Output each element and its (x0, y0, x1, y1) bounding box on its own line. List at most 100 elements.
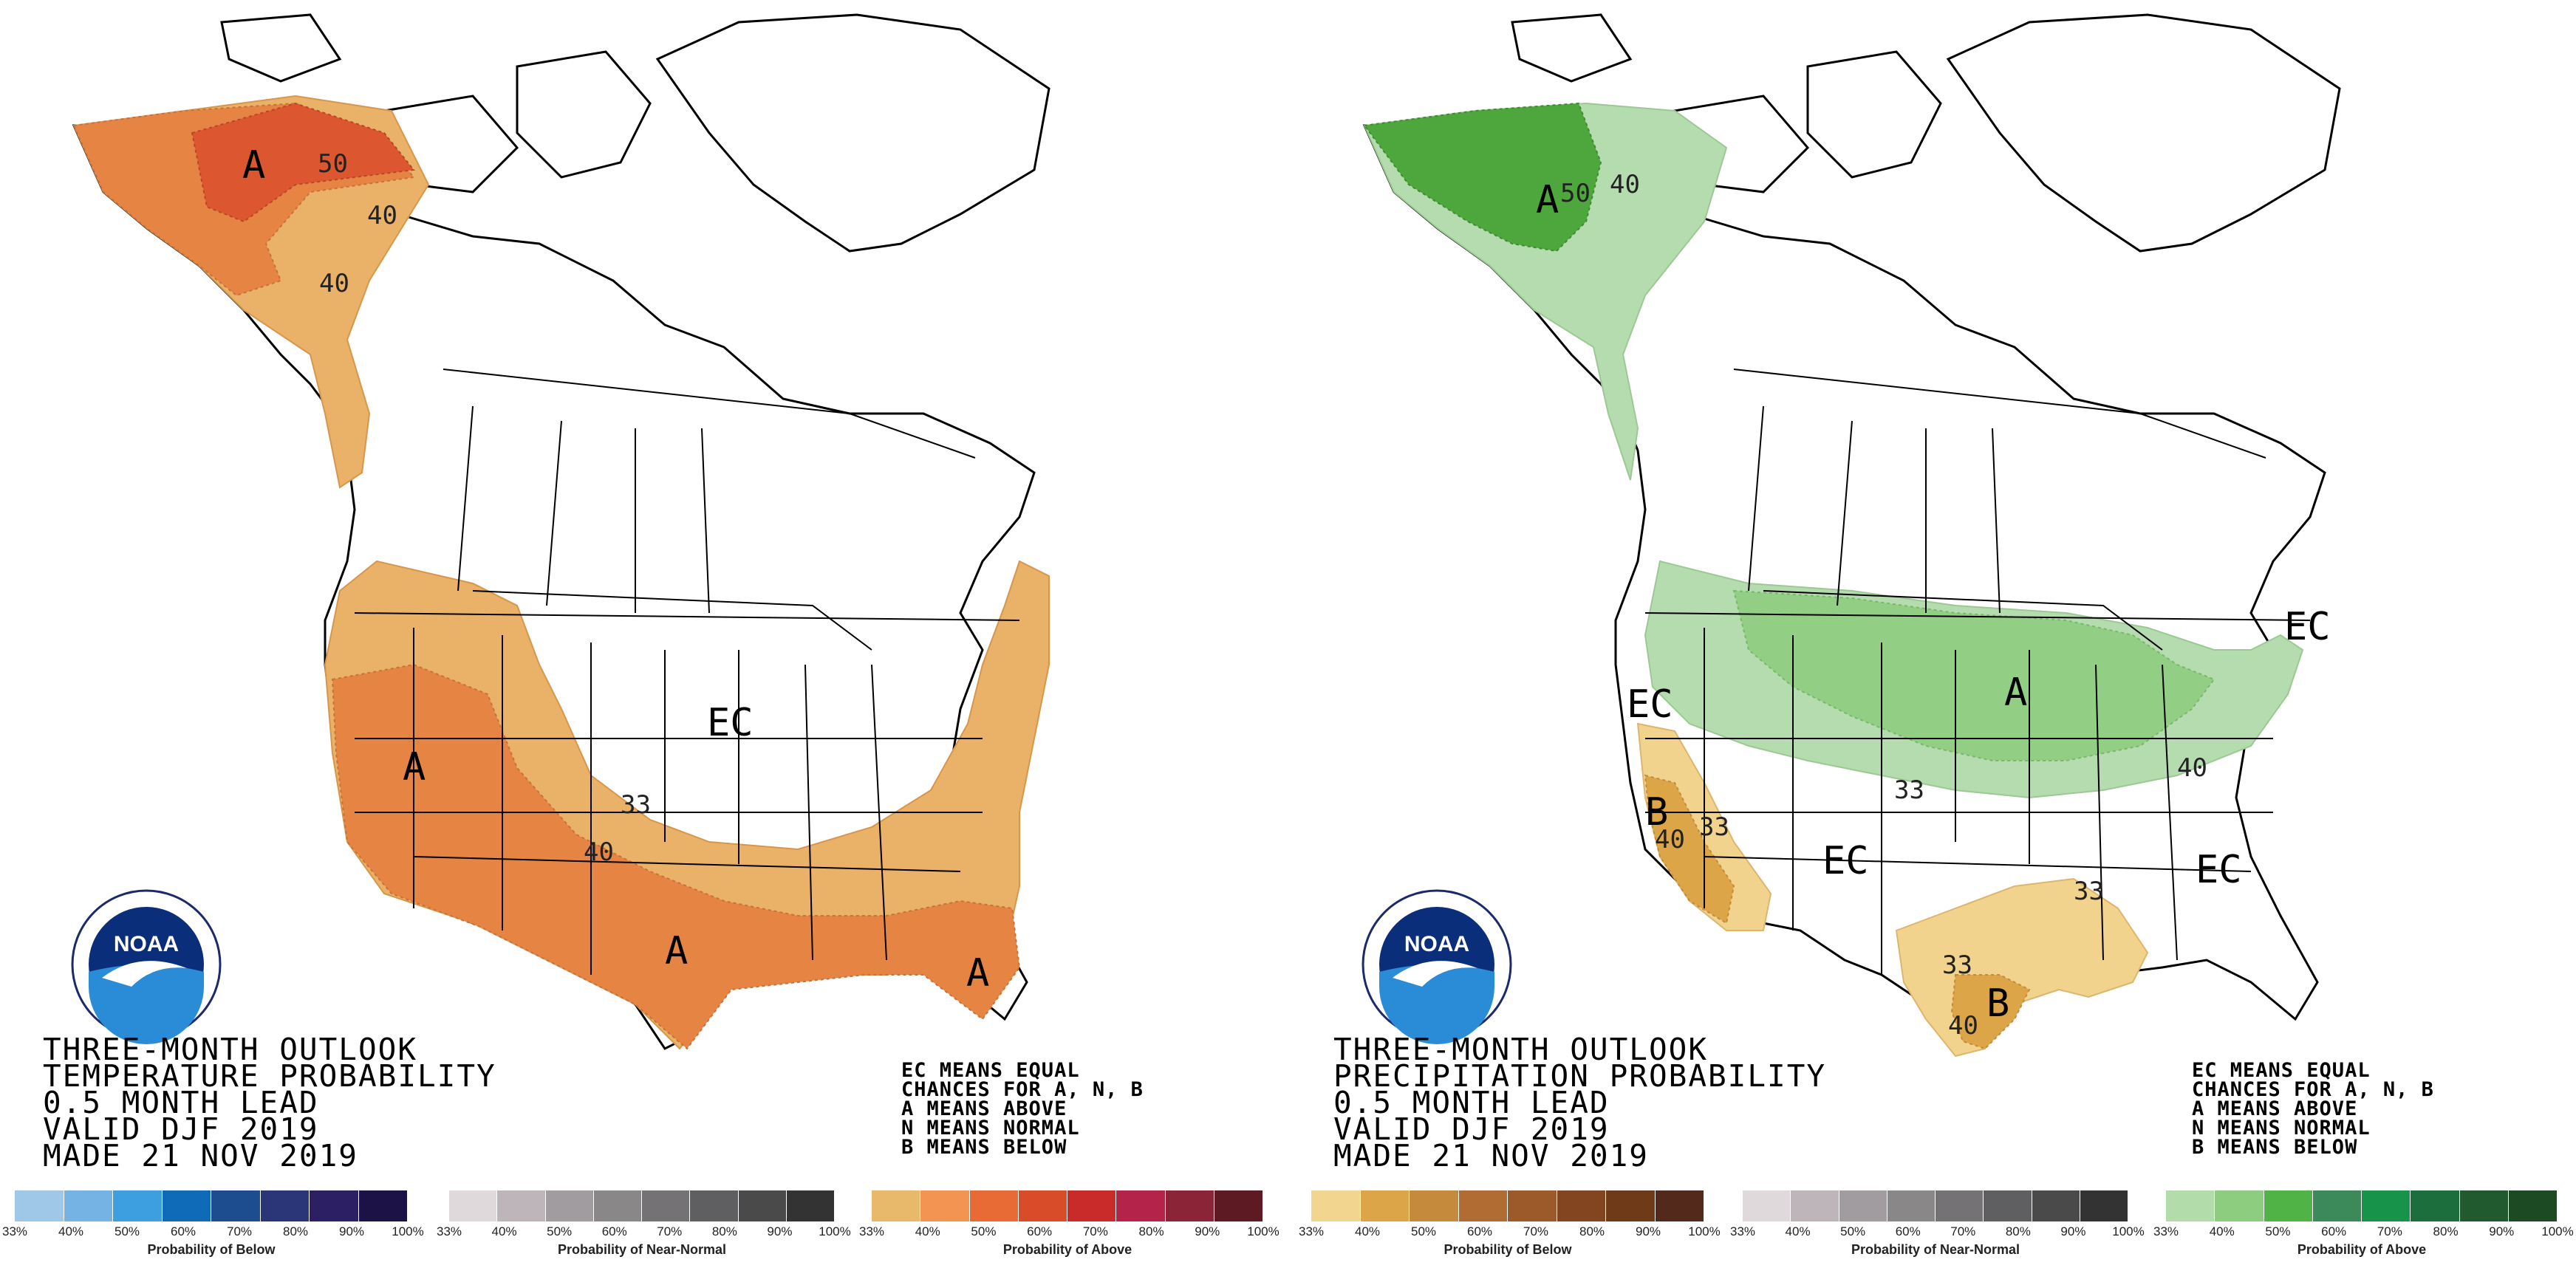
scale-color-bar (1743, 1190, 2128, 1221)
scale-title: Probability of Near-Normal (557, 1242, 727, 1257)
scale-color-bar (15, 1190, 408, 1221)
scale-color-segment (1458, 1190, 1508, 1221)
ec-legend-note: EC MEANS EQUAL CHANCES FOR A, N, B A MEA… (2192, 1059, 2434, 1159)
political-boundaries (354, 369, 1020, 975)
scale-color-segment (1743, 1190, 1791, 1221)
scale-tick-label: 33% (1, 1224, 28, 1238)
scale-tick-label: 90% (1635, 1224, 1661, 1238)
contour-label-ca-40: 40 (1655, 825, 1685, 854)
scale-color-segment (2215, 1190, 2264, 1221)
scale-above: 33% 40% 50% 60% 70% 80% 90% 100% Probability of … (859, 1190, 1280, 1264)
scale-tick-label: 70% (657, 1224, 683, 1238)
scale-color-segment (593, 1190, 642, 1221)
scale-color-segment (1311, 1190, 1361, 1221)
scale-color-segment (1067, 1190, 1117, 1221)
legend-note-line: EC MEANS EQUAL (2192, 1059, 2371, 1082)
label-california-b: B (1645, 790, 1669, 835)
title-line: THREE-MONTH OUTLOOK (1333, 1032, 1708, 1067)
contour-label-ca-33: 33 (1699, 812, 1729, 842)
scale-color-segment (310, 1190, 359, 1221)
scale-color-segment (786, 1190, 835, 1221)
legend-note-line: EC MEANS EQUAL (901, 1059, 1080, 1082)
scale-color-segment (1655, 1190, 1704, 1221)
noaa-emblem (68, 886, 225, 1043)
scale-tick-label: 60% (170, 1224, 197, 1238)
scale-color-segment (690, 1190, 739, 1221)
contour-label-co-33: 33 (621, 790, 651, 820)
scale-title: Probability of Below (1444, 1242, 1572, 1257)
scale-tick-label: 100% (819, 1224, 851, 1238)
legend-note-line: N MEANS NORMAL (2192, 1117, 2371, 1140)
above-50-alaska-area (191, 102, 415, 223)
scale-above: 33% 40% 50% 60% 70% 80% 90% 100% Probability of … (2153, 1190, 2574, 1264)
scale-below: 33% 40% 50% 60% 70% 80% 90% 100% Probability of … (2, 1190, 424, 1264)
scale-tick-label: 70% (2377, 1224, 2402, 1238)
scale-tick-labels: 33% 40% 50% 60% 70% 80% 90% 100% (1730, 1224, 2145, 1242)
scale-color-segment (2411, 1190, 2460, 1221)
contour-label-nm-40: 40 (584, 837, 614, 867)
temperature-outlook-map: NOAA (71, 13, 1050, 1050)
scale-color-segment (497, 1190, 546, 1221)
political-boundaries (1644, 369, 2311, 975)
label-southeast-ec: EC (2196, 848, 2242, 892)
title-line: MADE 21 NOV 2019 (1333, 1138, 1649, 1173)
scale-color-segment (2166, 1190, 2215, 1221)
scale-color-segment (1557, 1190, 1606, 1221)
scale-color-segment (1165, 1190, 1214, 1221)
above-40-southwest-area (331, 663, 1021, 1050)
scale-color-segment (1360, 1190, 1410, 1221)
scale-color-segment (545, 1190, 594, 1221)
scale-tick-label: 80% (711, 1224, 737, 1238)
scale-color-segment (1508, 1190, 1557, 1221)
probability-color-scales: 33% 40% 50% 60% 70% 80% 90% 100% Probability of … (0, 1190, 1285, 1268)
scale-tick-label: 70% (1082, 1224, 1108, 1238)
scale-color-segment (1839, 1190, 1887, 1221)
scale-color-segment (2080, 1190, 2128, 1221)
scale-tick-label: 40% (2209, 1224, 2235, 1238)
label-west-a: A (403, 745, 426, 789)
scale-color-bar (872, 1190, 1263, 1221)
scale-color-segment (2312, 1190, 2362, 1221)
scale-tick-label: 33% (1729, 1224, 1756, 1238)
label-midwest-a: A (2004, 671, 2028, 715)
probability-color-scales: 33% 40% 50% 60% 70% 80% 90% 100% Probability of … (1291, 1190, 2576, 1268)
scale-color-segment (2032, 1190, 2080, 1221)
scale-color-segment (211, 1190, 261, 1221)
scale-near-normal: 33% 40% 50% 60% 70% 80% 90% 100% Probability of … (437, 1190, 851, 1264)
contour-label-ak-40-lower: 40 (319, 269, 349, 298)
scale-color-segment (2459, 1190, 2509, 1221)
legend-note-line: B MEANS BELOW (901, 1136, 1067, 1159)
scale-tick-labels: 33% 40% 50% 60% 70% 80% 90% 100% (2, 1224, 424, 1242)
scale-tick-label: 100% (392, 1224, 424, 1238)
scale-color-segment (2264, 1190, 2313, 1221)
scale-tick-label: 70% (1523, 1224, 1549, 1238)
label-center-ec: EC (707, 701, 754, 745)
label-alaska-a: A (1536, 178, 1559, 222)
legend-note-line: CHANCES FOR A, N, B (2192, 1078, 2434, 1101)
scale-color-segment (1984, 1190, 2032, 1221)
scale-color-segment (1214, 1190, 1263, 1221)
scale-color-segment (1410, 1190, 1459, 1221)
legend-note-line: CHANCES FOR A, N, B (901, 1078, 1144, 1101)
scale-below: 33% 40% 50% 60% 70% 80% 90% 100% Probability of … (1299, 1190, 1721, 1264)
contour-label-oh-40: 40 (2177, 753, 2207, 783)
scale-color-segment (162, 1190, 211, 1221)
scale-color-segment (15, 1190, 64, 1221)
scale-tick-label: 40% (1354, 1224, 1381, 1238)
contour-label-ak-40: 40 (1610, 170, 1640, 199)
scale-title: Probability of Above (1002, 1242, 1132, 1257)
scale-tick-label: 90% (2489, 1224, 2515, 1238)
contour-label-tx-40: 40 (1948, 1011, 1978, 1041)
title-line: VALID DJF 2019 (1333, 1111, 1610, 1147)
scale-tick-label: 100% (1247, 1224, 1280, 1238)
scale-tick-label: 80% (2433, 1224, 2459, 1238)
scale-tick-label: 100% (2112, 1224, 2145, 1238)
svg-text:NOAA: NOAA (1404, 932, 1469, 956)
contour-label-ak-50: 50 (318, 149, 348, 179)
label-northeast-ec: EC (2284, 605, 2331, 649)
legend-note-line: B MEANS BELOW (2192, 1136, 2358, 1159)
scale-tick-label: 100% (2541, 1224, 2574, 1238)
outlook-title-block: THREE-MONTH OUTLOOK TEMPERATURE PROBABIL… (43, 1035, 496, 1171)
below-40-texas-area (1950, 974, 2031, 1050)
scale-tick-label: 50% (971, 1224, 997, 1238)
